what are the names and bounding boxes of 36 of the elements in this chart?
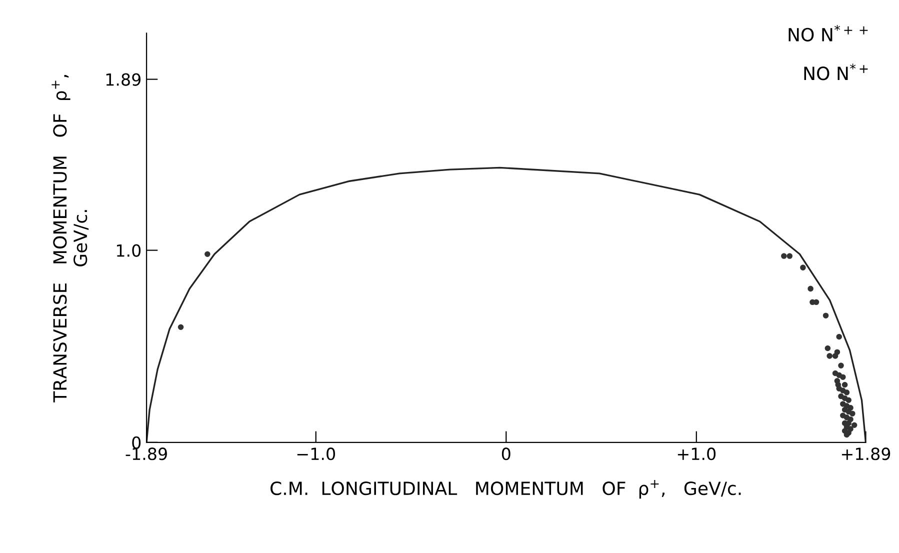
point — [826, 353, 832, 359]
point — [840, 412, 846, 418]
x-tick-label: +1.0 — [678, 448, 716, 460]
point — [808, 286, 814, 292]
point — [848, 416, 854, 422]
annotation: NO N$^{*++}$ — [788, 24, 868, 42]
x-tick-label: +1.89 — [842, 448, 890, 460]
x-tick-label: 0 — [502, 448, 510, 460]
point — [848, 404, 854, 411]
point — [846, 397, 852, 404]
point — [840, 388, 846, 394]
point — [844, 390, 850, 396]
text: TRANSVERSE MOMENTUM OF ρ$^{+}$, GeV/c. — [52, 74, 89, 402]
x-tick-label: -1.89 — [126, 448, 167, 460]
point — [824, 345, 831, 352]
point — [800, 264, 806, 270]
annotation: NO N$^{*+}$ — [804, 64, 868, 80]
y-tick-label: 1.89 — [106, 73, 141, 86]
point — [842, 382, 848, 388]
point — [832, 353, 838, 359]
point — [838, 362, 844, 368]
point — [840, 401, 846, 407]
point — [848, 426, 854, 432]
point — [178, 324, 184, 330]
x-axis-title: C.M. LONGITUDINAL MOMENTUM OF ρ$^{+}$, GeV/c. — [270, 480, 741, 499]
point — [851, 422, 858, 428]
point — [822, 312, 829, 318]
point — [786, 253, 793, 259]
x-tick-label: −1.0 — [297, 448, 335, 460]
point — [781, 253, 787, 259]
point — [204, 251, 210, 258]
point — [836, 334, 842, 340]
point — [850, 410, 856, 416]
y-tick-label: 0 — [132, 436, 141, 449]
point — [840, 374, 846, 380]
y-tick-label: 1.0 — [117, 244, 141, 257]
